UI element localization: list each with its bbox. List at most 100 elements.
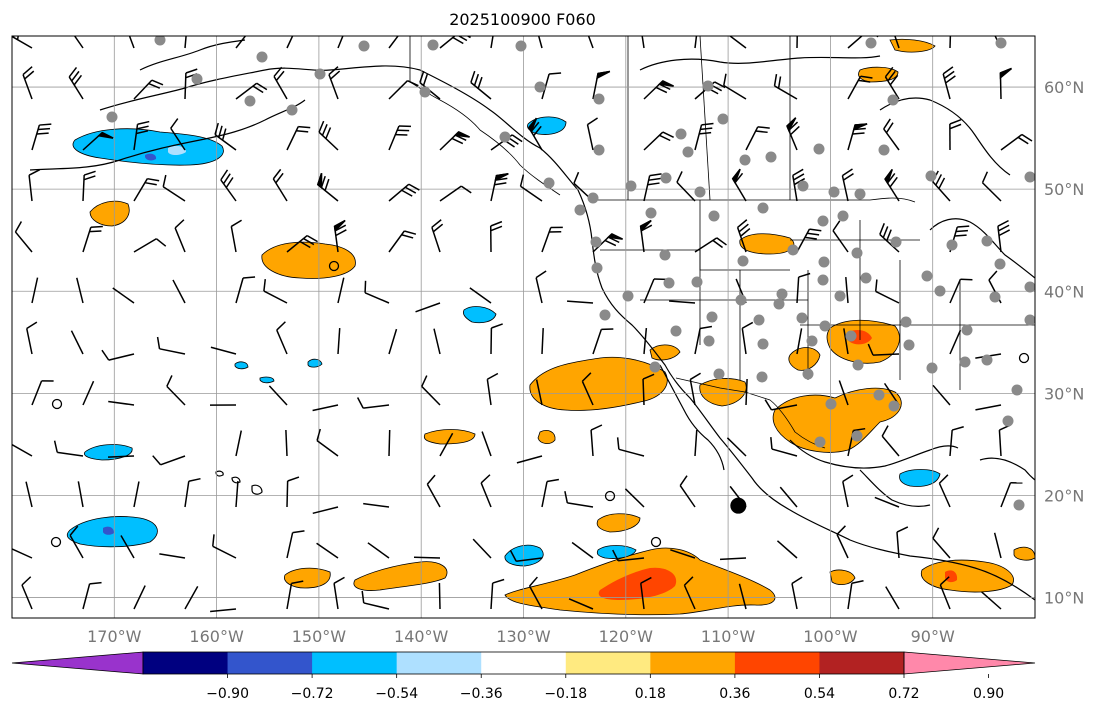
wind-barb [896,526,909,559]
wind-barb [796,228,822,253]
wind-barb [272,168,288,202]
wind-barb [426,474,441,508]
wind-barb [792,168,806,202]
wind-barb [31,277,39,304]
wind-barb [694,430,698,457]
station-dot [1024,281,1035,293]
calm-wind-circle [50,536,62,548]
wind-barb [439,432,454,457]
station-dot [834,290,846,302]
wind-barb [874,496,900,508]
station-dot [737,255,749,267]
wind-barb [133,238,167,253]
wind-barb [333,219,347,253]
wind-barb [719,557,747,561]
coastline [577,189,1035,601]
wind-barb [107,455,135,458]
wind-barb [469,287,492,304]
latitude-label: 60°N [1044,78,1084,97]
wind-barb [268,385,288,406]
station-dot [154,36,166,46]
wind-barb [230,219,242,253]
longitude-label: 90°W [911,627,955,646]
border-layer [409,36,1035,449]
wind-barb [643,328,648,355]
colorbar: −0.90 −0.72 −0.54 −0.36 −0.18 0.18 0.36 0.54 0.7… [11,651,1036,702]
station-dot [703,335,715,347]
positive-anomaly-area [788,347,821,371]
wind-barb [981,591,1002,610]
wind-barb [220,169,237,202]
wind-barb [567,300,594,304]
coastline [215,470,224,477]
wind-barb [82,170,96,202]
wind-barb [949,36,952,49]
positive-anomaly-area [739,233,795,255]
wind-barb [745,378,748,406]
station-dot [890,236,902,248]
station-dot [989,291,1001,303]
colorbar-tick-label: −0.18 [544,686,587,702]
wind-barb [184,585,199,610]
wind-barb [152,455,186,466]
map-title: 2025100900 F060 [449,10,596,29]
station-dot [590,236,602,248]
station-dot [739,154,751,166]
wind-barb [764,399,798,411]
station-dot [756,371,768,383]
wind-barb [388,230,417,253]
wind-barb [847,75,873,100]
map-frame [11,35,1036,619]
wind-barb [731,168,747,202]
wind-barb [318,120,339,151]
wind-barb [210,608,237,613]
station-dot [961,324,973,336]
station-dot [802,368,814,380]
wind-barb [642,373,655,406]
wind-barb [694,237,727,253]
wind-barb [388,429,391,457]
wind-barb [874,279,900,304]
station-dot [534,81,546,93]
station-dot [852,359,864,371]
wind-barb [156,336,186,355]
negative-anomaly-area [307,358,323,368]
wind-barb [21,576,33,610]
colorbar-segment [227,652,313,674]
wind-barb [770,437,798,457]
station-dot [959,356,971,368]
wind-barb [541,478,559,508]
colorbar-segment [819,652,905,674]
wind-barb [791,576,803,610]
wind-barb [28,169,41,202]
positive-anomaly-area [699,378,747,407]
positive-anomaly-area [920,559,1014,593]
wind-barb [841,168,854,202]
wind-barb [356,397,390,409]
wind-barb [564,491,594,508]
wind-barb [333,576,345,610]
positive-anomaly-area [829,569,856,586]
wind-barb [337,277,345,304]
wind-barb [112,287,135,304]
wind-barb [879,223,900,253]
wind-barb-layer [12,36,1033,613]
longitude-label: 140°W [394,627,449,646]
wind-barb [128,36,135,49]
station-dot [851,430,863,442]
colorbar-tick-label: −0.54 [375,686,418,702]
wind-barb [541,72,562,100]
state-border [699,36,711,201]
wind-barb [592,70,611,100]
station-dot [817,215,829,227]
wind-barb [108,400,135,406]
wind-barb [997,219,1011,253]
wind-barb [285,429,288,457]
station-dot [358,40,370,52]
latitude-label: 30°N [1044,384,1084,403]
wind-barb [738,583,747,610]
station-dot [1024,314,1035,326]
wind-barb [286,580,304,610]
wind-barb [481,431,492,457]
